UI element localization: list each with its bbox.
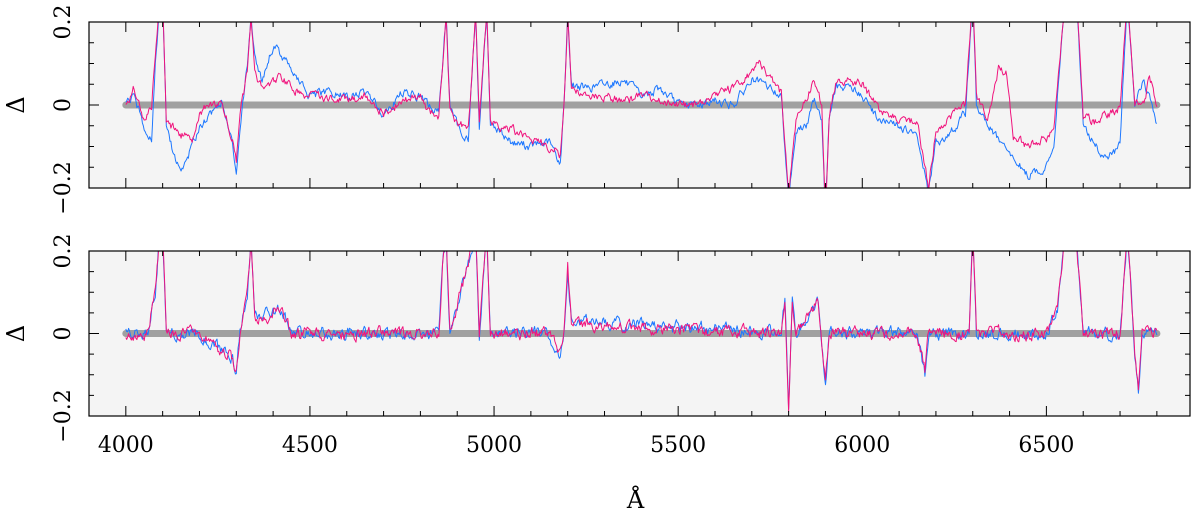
x-tick-label: 5500 xyxy=(650,433,706,458)
y-axis-title: Δ xyxy=(2,325,30,342)
magenta-residual-line xyxy=(125,251,1158,412)
y-axis-title: Δ xyxy=(2,96,30,113)
x-tick-label: 4500 xyxy=(282,433,338,458)
panel-1: −0.2 0 0.2 Δ xyxy=(2,5,1191,215)
x-tick-label: 6500 xyxy=(1018,433,1074,458)
plot-area xyxy=(122,22,1161,188)
x-axis-title: Å xyxy=(626,485,645,514)
blue-residual-line xyxy=(125,251,1158,410)
y-tick-label: −0.2 xyxy=(51,389,76,442)
panel-2: 4000 4500 5000 5500 6000 6500 −0.2 0 0.2 Δ Å xyxy=(2,234,1191,514)
y-tick-label: 0 xyxy=(51,327,76,341)
y-tick-label: 0.2 xyxy=(51,5,76,40)
x-tick-label: 4000 xyxy=(98,433,154,458)
blue-residual-line xyxy=(125,22,1158,188)
y-tick-label: −0.2 xyxy=(51,161,76,214)
y-tick-label: 0 xyxy=(51,98,76,112)
x-tick-label: 5000 xyxy=(466,433,522,458)
x-tick-label: 6000 xyxy=(834,433,890,458)
magenta-residual-line xyxy=(125,22,1158,188)
plot-area xyxy=(122,251,1161,412)
y-tick-label: 0.2 xyxy=(51,234,76,269)
